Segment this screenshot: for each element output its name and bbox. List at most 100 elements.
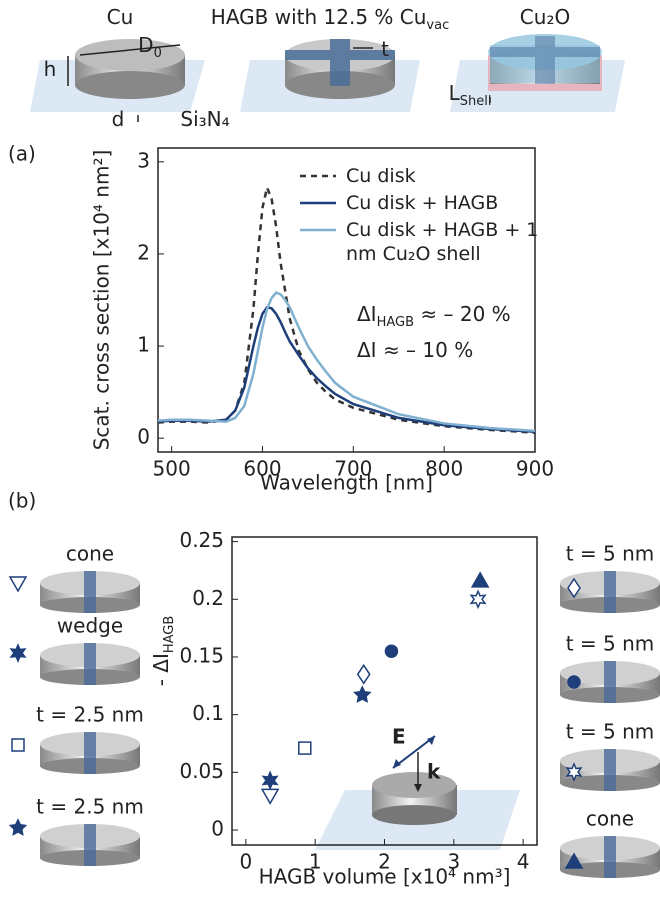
legend-label: Cu disk + HAGB: [346, 192, 499, 214]
legend-marker: [564, 852, 584, 869]
arrowhead: [414, 784, 422, 792]
legend-marker: [565, 762, 583, 782]
y-tick-label: 3: [137, 148, 150, 172]
text-part: L: [449, 81, 461, 105]
inset: [315, 735, 520, 850]
schematic-label: h: [44, 57, 57, 81]
x-tick-label: 900: [516, 457, 554, 481]
disk: [372, 772, 456, 798]
line-series: [157, 305, 536, 433]
legend-label: t = 2.5 nm: [36, 703, 144, 727]
legend-label: Cu disk: [346, 165, 416, 187]
text-part: ΔI: [357, 302, 377, 326]
text-part: 0: [154, 46, 162, 61]
y-tick-label: 0: [211, 817, 224, 841]
disk: [75, 39, 185, 71]
text-part: HAGB: [377, 315, 414, 330]
annotation: E: [392, 725, 406, 749]
y-tick-label: 0.2: [192, 586, 224, 610]
panel-label: (b): [8, 489, 36, 513]
x-tick-label: 0: [239, 850, 252, 874]
legend-label: t = 5 nm: [566, 542, 655, 566]
annotation: ΔI ≈ – 10 %: [357, 338, 473, 362]
schematic-label: Cu₂O: [520, 5, 570, 29]
schematic-label: d: [112, 107, 125, 131]
legend-label: wedge: [57, 614, 123, 638]
annotation: k: [427, 760, 441, 784]
data-point: [384, 644, 399, 658]
icon-hagb: [84, 824, 96, 866]
y-tick-label: 0.1: [192, 701, 224, 725]
annotation: ΔIHAGB ≈ – 20 %: [357, 302, 511, 331]
legend-marker: [11, 738, 25, 752]
y-tick-label: 0.05: [179, 759, 224, 783]
plot-frame: [157, 147, 536, 453]
y-tick-label: 2: [137, 240, 150, 264]
arrowhead: [393, 759, 401, 768]
arrow: [79, 44, 181, 56]
schematic-label: LShell: [449, 81, 492, 110]
y-tick-label: 1: [137, 333, 150, 357]
icon-hagb: [84, 643, 96, 685]
data-point: [469, 589, 487, 610]
icon-hagb: [604, 836, 616, 878]
legend-marker: [9, 643, 27, 663]
schematic-label: D0: [138, 33, 162, 62]
text-part: HAGB: [162, 616, 177, 653]
x-tick-label: 700: [334, 457, 372, 481]
text-part: vac: [426, 18, 449, 33]
hagb: [490, 36, 600, 84]
line-series: [157, 291, 536, 433]
legend-label: t = 5 nm: [566, 632, 655, 656]
data-point: [298, 741, 312, 755]
legend-marker: [8, 576, 28, 593]
arrowhead: [427, 736, 435, 745]
data-point: [260, 788, 280, 805]
text-part: Cu₂O: [520, 5, 570, 29]
y-axis-label: - ΔIHAGB: [149, 616, 178, 687]
x-axis-label: HAGB volume [x10⁴ nm³]: [259, 865, 511, 889]
text-part: - ΔI: [149, 653, 173, 686]
text-part: ≈ – 20 %: [414, 302, 511, 326]
y-tick-label: 0.25: [179, 528, 224, 552]
x-tick-label: 4: [517, 850, 530, 874]
x-tick-label: 500: [153, 457, 191, 481]
disk: [75, 71, 185, 99]
data-point: [353, 685, 372, 703]
legend-swatch: [300, 201, 336, 205]
y-axis-label: Scat. cross section [x10⁴ nm²]: [90, 150, 114, 451]
data-point: [261, 770, 279, 791]
legend-swatch: [300, 174, 336, 178]
legend-label: cone: [66, 542, 114, 566]
x-tick-label: 2: [378, 850, 391, 874]
text-part: d: [112, 107, 125, 131]
data-point: [470, 571, 490, 588]
text-part: Si₃N₄: [180, 107, 229, 131]
icon-hagb: [84, 571, 96, 613]
data-point: [356, 663, 371, 685]
icon-hagb: [604, 571, 616, 613]
legend-marker: [567, 577, 581, 599]
text-part: D: [138, 33, 153, 57]
schematic-label: Cu: [107, 5, 134, 29]
icon-hagb: [604, 661, 616, 703]
schematic-label: Si₃N₄: [180, 107, 229, 131]
legend-entry: Cu disk: [298, 164, 548, 188]
legend-swatch: [300, 228, 336, 232]
legend-marker: [8, 818, 28, 836]
legend-label: cone: [586, 807, 634, 831]
legend-marker: [567, 675, 581, 689]
e-arrow: [392, 735, 436, 769]
x-tick-label: 1: [309, 850, 322, 874]
disk: [372, 805, 456, 825]
legend-entry: Cu disk + HAGB: [298, 191, 548, 215]
text-part: Shell: [460, 94, 492, 109]
legend: Cu disk Cu disk + HAGB Cu disk + HAGB + 1 …: [298, 164, 548, 269]
text-part: h: [44, 57, 57, 81]
legend-entry: Cu disk + HAGB + 1 nm Cu₂O shell: [298, 218, 548, 266]
schematic: [30, 34, 625, 122]
y-tick-label: 0.15: [179, 643, 224, 667]
text-part: t: [381, 37, 389, 61]
